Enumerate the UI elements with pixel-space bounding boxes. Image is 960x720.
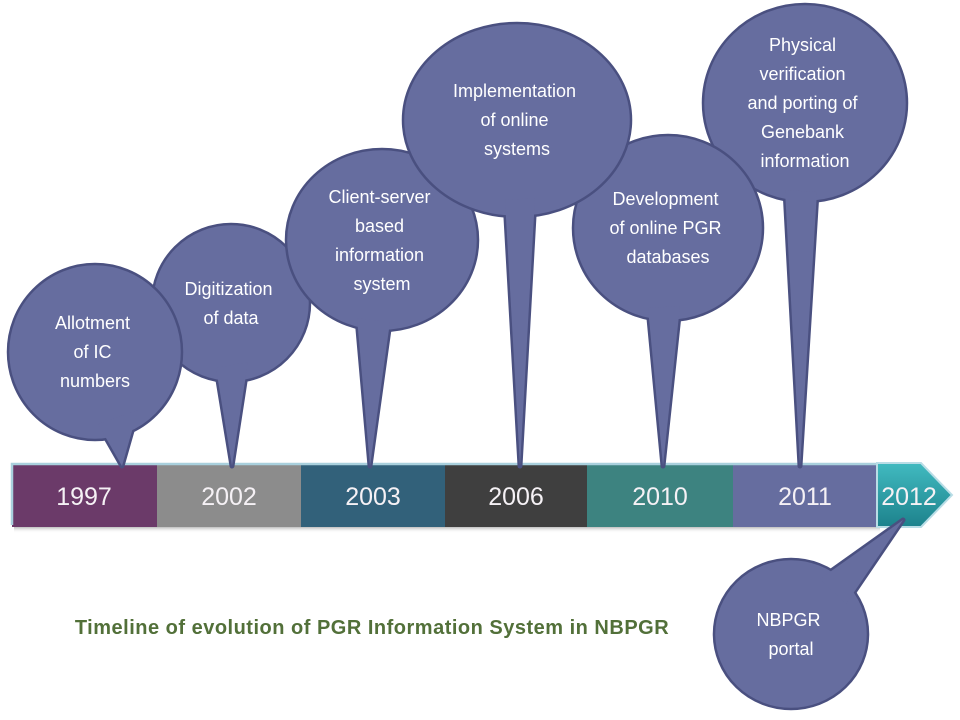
year-label: 2002	[201, 483, 257, 511]
balloon-implementation-online-systems: Implementation of online systems	[401, 21, 633, 469]
segment-2003	[301, 464, 445, 527]
segment-2006	[445, 464, 587, 527]
bar-shadow	[14, 527, 880, 533]
balloon-physical-verification-genebank: Physical verification and porting of Gen…	[701, 2, 909, 469]
slide-title: Timeline of evolution of PGR Information…	[75, 617, 669, 639]
year-label: 2012	[881, 483, 937, 511]
year-label: 2006	[488, 483, 544, 511]
year-label: 2010	[632, 483, 688, 511]
balloon-allotment-ic-numbers: Allotment of IC numbers	[6, 262, 184, 469]
segment-2002	[157, 464, 301, 527]
segment-2011	[733, 464, 877, 527]
balloon-label: Client-server based information system	[328, 187, 435, 294]
balloon-development-online-pgr-databases: Development of online PGR databases	[571, 133, 765, 469]
balloon-label: NBPGR portal	[756, 610, 825, 659]
balloon-label: Physical verification and porting of Gen…	[747, 35, 862, 171]
balloon-label: Digitization of data	[184, 279, 277, 328]
balloon-label: Development of online PGR databases	[609, 189, 726, 267]
year-label: 2011	[778, 483, 832, 511]
year-label: 2003	[345, 483, 401, 511]
year-label: 1997	[56, 483, 112, 511]
balloon-label: Implementation of online systems	[453, 81, 581, 159]
balloon-digitization-of-data: Digitization of data	[150, 222, 312, 469]
bar-top-highlight	[10, 462, 877, 525]
timeline-bar: 1997 2002 2003 2006 2010 2011 2012	[10, 462, 954, 533]
segment-1997	[12, 464, 157, 527]
arrow-2012	[876, 462, 954, 528]
balloon-nbpgr-portal: NBPGR portal	[712, 517, 906, 711]
balloon-client-server-information-system: Client-server based information system	[284, 147, 480, 469]
balloon-label: Allotment of IC numbers	[55, 313, 135, 391]
segment-2010	[587, 464, 733, 527]
